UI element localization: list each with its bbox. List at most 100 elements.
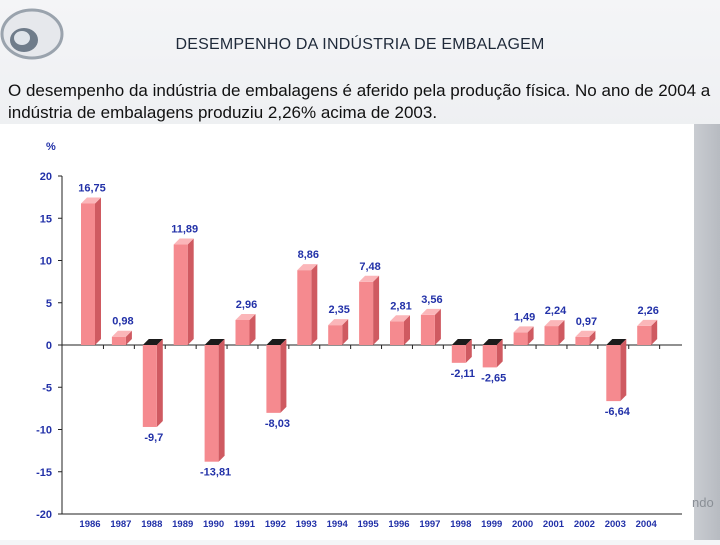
y-tick-label: 20 (40, 171, 52, 183)
y-tick-label: 5 (46, 298, 52, 310)
data-label: 3,56 (421, 294, 442, 306)
bar (451, 345, 466, 363)
bar-side (496, 339, 503, 368)
bar (359, 281, 374, 345)
data-label: 2,35 (328, 304, 349, 316)
bar-top (637, 319, 658, 326)
data-label: 0,98 (112, 316, 133, 328)
data-label: 8,86 (298, 249, 319, 261)
x-tick-label: 1999 (481, 519, 502, 530)
bar-side (249, 313, 256, 345)
bar-top (575, 330, 596, 337)
y-tick-label: 0 (46, 340, 52, 352)
bar (111, 336, 126, 345)
y-axis-unit: % (46, 141, 56, 153)
bar (204, 345, 219, 462)
bar (637, 325, 652, 345)
bar-top (420, 308, 441, 315)
bar (328, 325, 343, 345)
bar-top (359, 275, 380, 282)
bar-side (280, 339, 287, 413)
bar (544, 326, 559, 345)
bar-top (513, 326, 534, 333)
data-label: 2,26 (637, 305, 658, 317)
bar (420, 314, 435, 345)
x-tick-label: 1991 (234, 519, 256, 530)
data-label: -6,64 (605, 406, 631, 418)
bar (513, 332, 528, 345)
bar-side (404, 315, 410, 345)
page-title: DESEMPENHO DA INDÚSTRIA DE EMBALAGEM (175, 36, 545, 53)
data-label: 2,81 (390, 300, 411, 312)
x-tick-label: 2000 (512, 519, 533, 530)
x-tick-label: 2001 (543, 519, 565, 530)
x-tick-label: 2003 (605, 519, 626, 530)
data-label: -2,65 (481, 372, 506, 384)
bar (81, 203, 95, 345)
intro-paragraph: O desempenho da indústria de embalagens … (8, 81, 711, 122)
bar-side (527, 326, 534, 345)
bar-base (606, 339, 627, 345)
data-label: 7,48 (359, 261, 380, 273)
bar (482, 345, 497, 368)
bar (173, 244, 188, 345)
x-tick-label: 2002 (574, 519, 595, 530)
bar (266, 345, 281, 413)
bar-base (266, 339, 287, 345)
x-tick-label: 1997 (419, 519, 440, 530)
bar (575, 336, 590, 345)
bar (297, 270, 312, 345)
y-tick-label: -20 (36, 509, 52, 521)
bar-top (328, 319, 349, 326)
bar (142, 345, 157, 427)
data-label: -13,81 (200, 467, 231, 479)
data-label: 11,89 (171, 224, 198, 236)
bar-side (558, 320, 565, 345)
bar-side (620, 339, 627, 402)
bar-side (589, 330, 596, 345)
side-strip (694, 124, 720, 540)
bar-top (297, 264, 318, 271)
bar-side (342, 319, 349, 345)
data-label: 2,24 (545, 305, 567, 317)
bar-base (204, 339, 225, 345)
bar-side (156, 339, 163, 427)
bar-side (125, 330, 132, 345)
bar-base (482, 339, 503, 345)
bar-chart: % 20 15 10 5 0 -5 -10 -15 -20 16,75 1986 0,98 1987 -9,… (36, 141, 682, 530)
x-tick-label: 1996 (388, 519, 409, 530)
x-tick-label: 1998 (450, 519, 471, 530)
bar-side (465, 339, 472, 363)
bar-top (390, 315, 410, 322)
x-tick-label: 1990 (203, 519, 224, 530)
y-tick-label: -10 (36, 425, 52, 437)
y-tick-label: -5 (42, 382, 52, 394)
bar-base (451, 339, 472, 345)
data-label: 0,97 (576, 316, 597, 328)
bar-top (173, 238, 194, 245)
y-tick-label: -15 (36, 467, 52, 479)
bar-side (187, 238, 194, 345)
bar-side (95, 197, 101, 345)
y-tick-label: 10 (40, 256, 52, 268)
bar-base (142, 339, 163, 345)
x-tick-label: 1995 (358, 519, 380, 530)
bar-top (544, 320, 565, 327)
corner-logo-text: ndo (692, 496, 714, 510)
logo-icon (0, 8, 64, 60)
data-label: -9,7 (144, 432, 163, 444)
data-label: -8,03 (265, 418, 290, 430)
bar (235, 319, 250, 345)
x-tick-label: 1986 (79, 519, 100, 530)
bar-top (235, 313, 256, 320)
bar (390, 321, 404, 345)
bar-side (651, 319, 658, 345)
bar-side (373, 275, 380, 345)
data-label: 16,75 (78, 182, 106, 194)
x-tick-label: 1988 (141, 519, 162, 530)
x-tick-label: 1992 (265, 519, 286, 530)
bar-side (218, 339, 225, 462)
x-tick-label: 1989 (172, 519, 193, 530)
x-tick-label: 1987 (110, 519, 131, 530)
bar-top (111, 330, 132, 337)
